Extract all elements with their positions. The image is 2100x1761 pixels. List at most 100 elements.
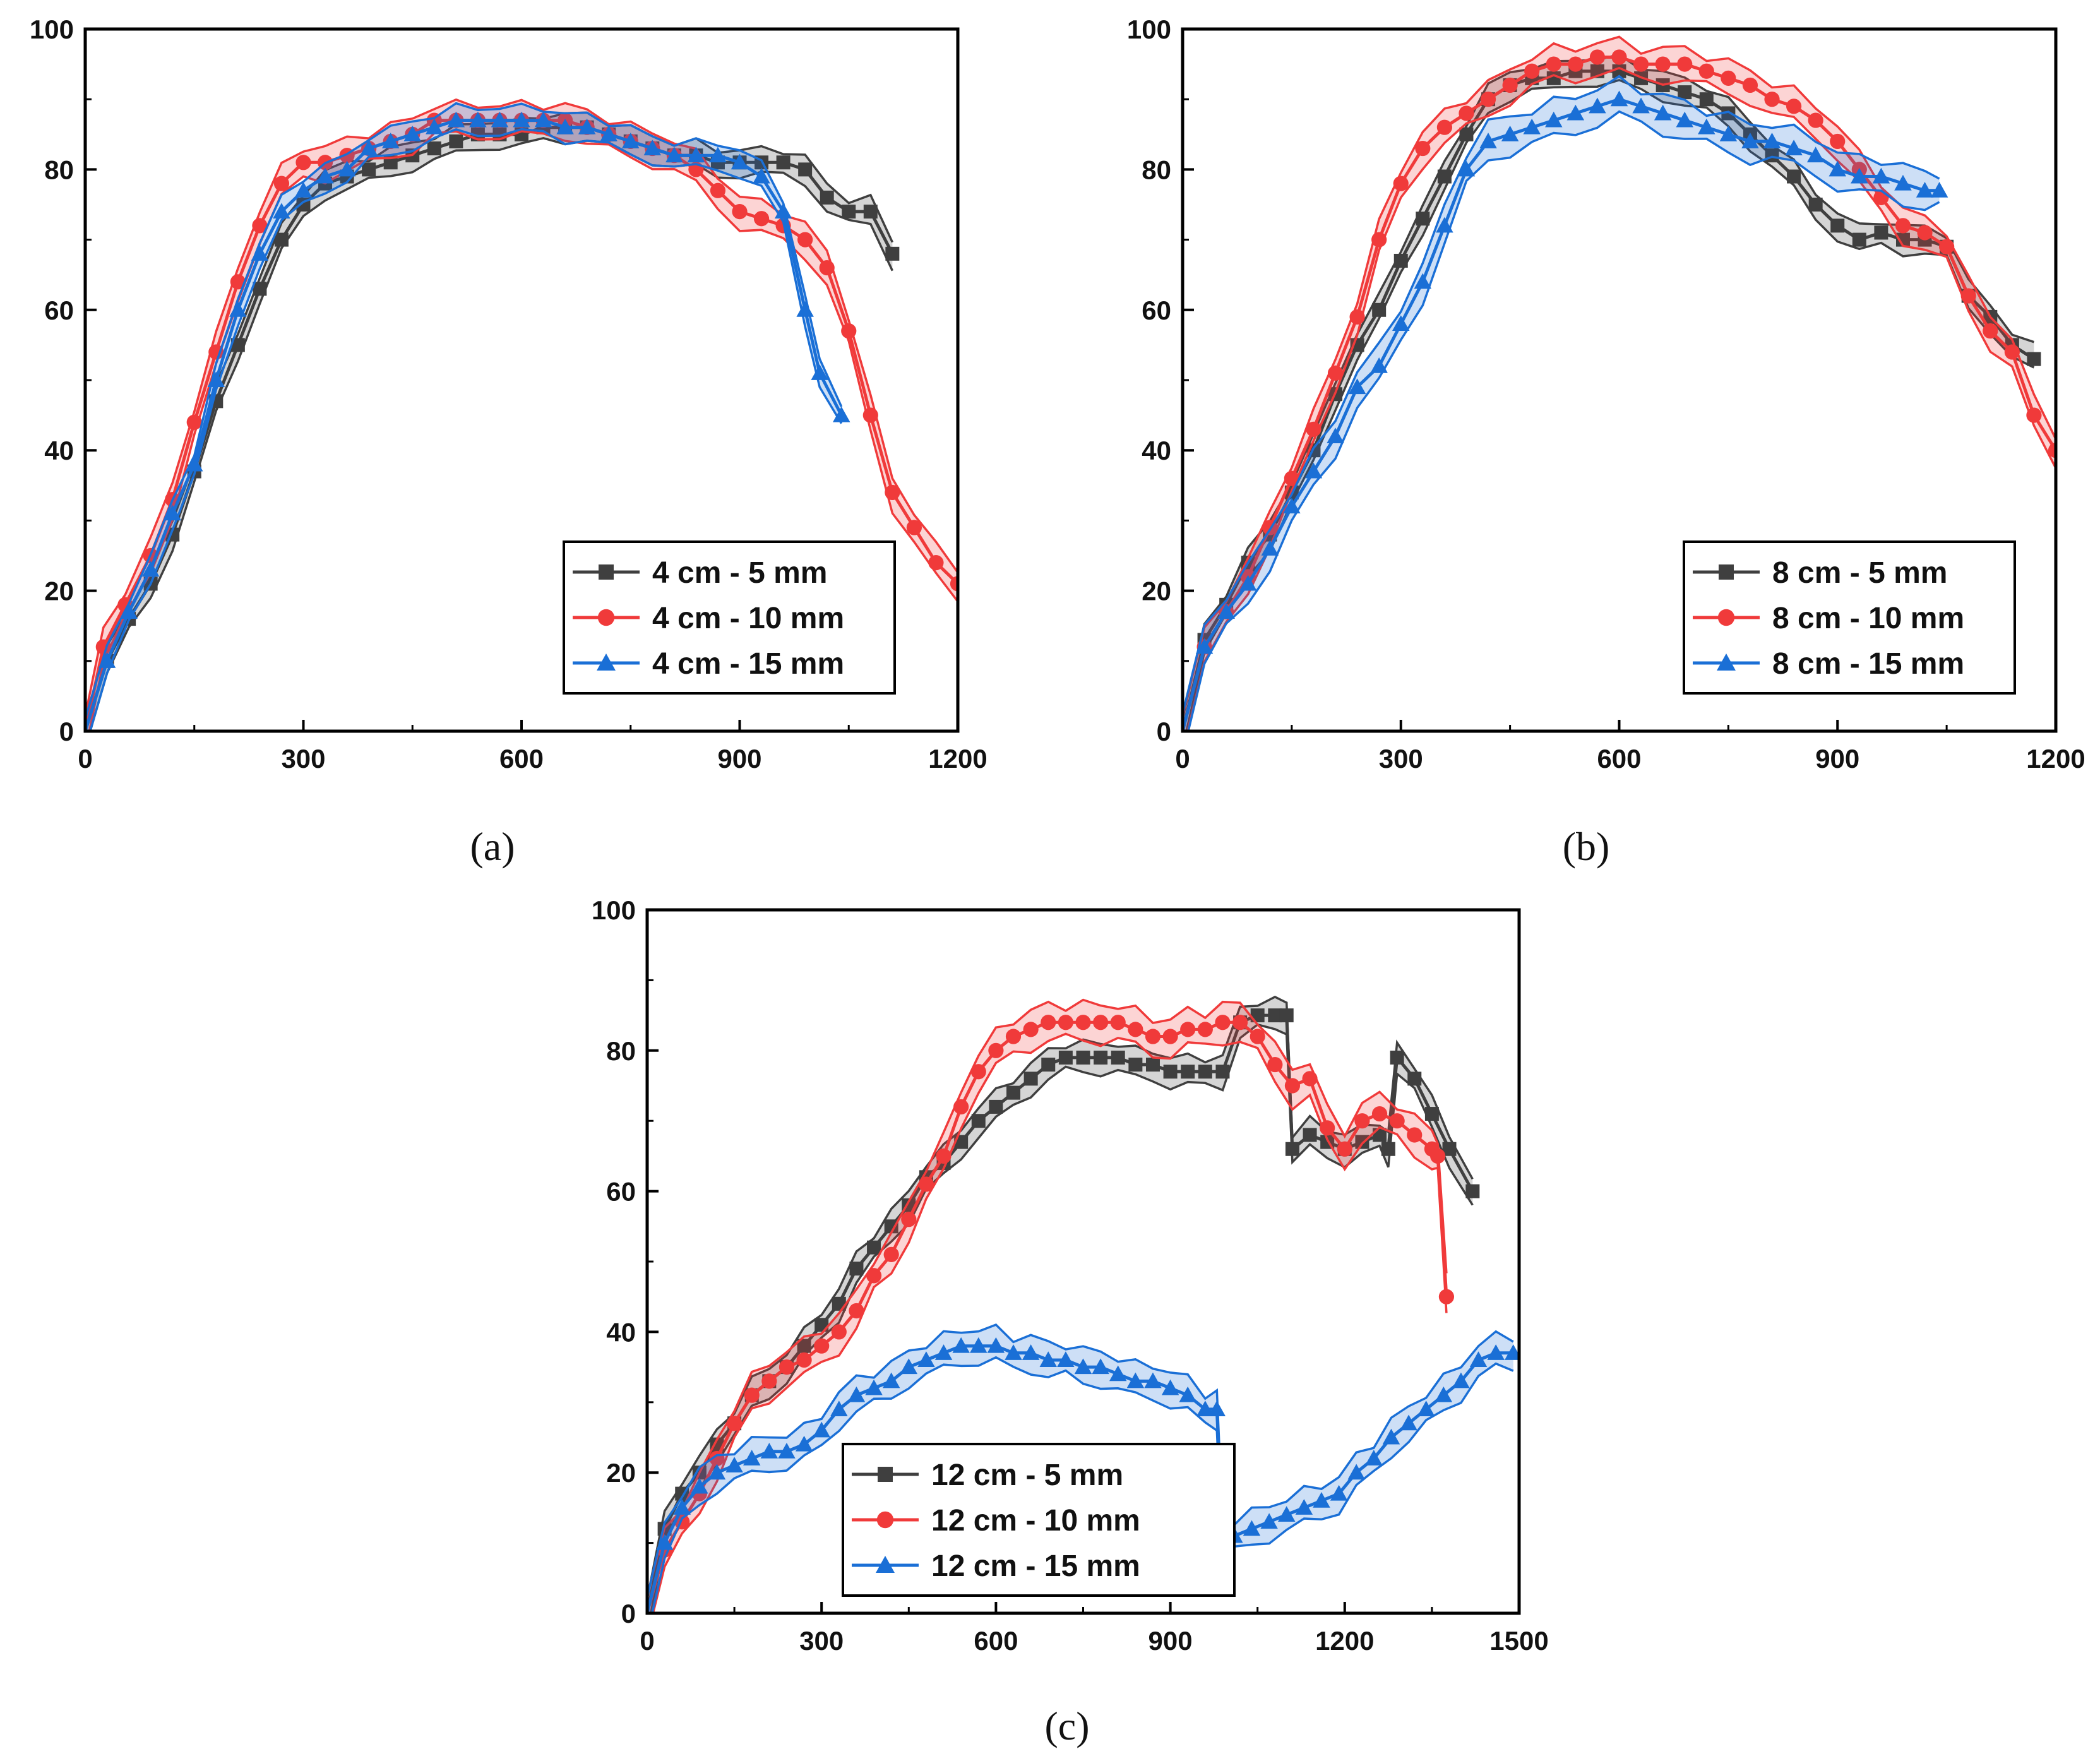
y-tick-label: 20 [1142, 576, 1171, 606]
legend-box [563, 540, 896, 695]
data-point [971, 1114, 986, 1128]
data-point [1126, 1372, 1145, 1388]
data-point [776, 155, 790, 170]
legend-label: 12 cm - 10 mm [931, 1504, 1140, 1537]
data-point [1371, 1106, 1388, 1122]
data-point [1416, 212, 1430, 226]
series-band [647, 1325, 1513, 1613]
data-point [1076, 1050, 1090, 1065]
data-point [1930, 182, 1948, 198]
data-point [1786, 98, 1802, 114]
data-point [1128, 1058, 1143, 1072]
data-point [1382, 1428, 1400, 1445]
data-point [1128, 1022, 1143, 1037]
data-point [1337, 1141, 1352, 1157]
legend: 12 cm - 5 mm 12 cm - 10 mm 12 cm - 15 mm [842, 1443, 1236, 1597]
data-point [1430, 1148, 1446, 1164]
series-upper-line [647, 1323, 1514, 1597]
data-point [1180, 1022, 1196, 1037]
x-tick-label: 0 [640, 1626, 654, 1656]
data-point [1320, 1120, 1335, 1136]
data-point [1983, 323, 1998, 339]
data-point [2048, 443, 2056, 458]
data-point [1093, 1015, 1109, 1030]
data-point [1279, 1008, 1294, 1023]
data-point [1039, 1351, 1058, 1367]
data-point [1917, 225, 1933, 241]
data-point [1260, 1513, 1278, 1529]
data-point [338, 160, 356, 177]
data-point [186, 414, 202, 430]
data-point [1939, 239, 1955, 254]
data-point [795, 1435, 813, 1452]
data-point [1372, 302, 1387, 317]
data-point [761, 1373, 777, 1389]
data-point [1041, 1058, 1056, 1072]
data-point [1389, 1113, 1405, 1129]
data-point [1407, 1072, 1422, 1086]
data-point [952, 1337, 970, 1353]
data-point [1198, 1065, 1212, 1079]
legend-marker [597, 654, 616, 671]
data-point [1284, 470, 1299, 486]
data-point [491, 111, 509, 128]
data-point [1023, 1072, 1038, 1086]
series-lower-line [651, 1356, 1514, 1613]
data-point [1698, 118, 1715, 134]
axes-frame [1181, 27, 2058, 733]
data-point [1459, 105, 1474, 121]
data-point [1436, 217, 1453, 233]
data-point [1545, 111, 1563, 128]
data-point [1393, 176, 1409, 191]
y-tick-label: 60 [44, 295, 74, 325]
data-point [1438, 1289, 1455, 1304]
data-point [1895, 232, 1910, 247]
data-point [1303, 1128, 1317, 1142]
legend-marker [599, 564, 614, 580]
data-point [1415, 140, 1431, 157]
data-point [1232, 1015, 1248, 1030]
panel-caption: (c) [1044, 1704, 1089, 1748]
data-point [1632, 97, 1650, 114]
data-point [252, 218, 268, 234]
y-tick-label: 20 [606, 1458, 636, 1488]
data-point [556, 118, 574, 134]
data-point [1284, 1078, 1301, 1094]
data-point [164, 504, 181, 521]
data-point [1349, 309, 1365, 325]
data-point [251, 245, 269, 261]
data-point [513, 111, 530, 128]
data-point [1633, 56, 1649, 72]
series-3 [1183, 75, 1948, 731]
data-point [1407, 1127, 1423, 1143]
data-point [813, 1421, 830, 1438]
x-tick-label: 1500 [1489, 1626, 1548, 1656]
data-point [1894, 174, 1912, 191]
data-point [1916, 182, 1934, 198]
y-tick-label: 60 [606, 1177, 636, 1207]
data-point [1612, 64, 1626, 78]
data-point [1196, 1400, 1214, 1416]
data-point [1057, 1351, 1075, 1367]
data-point [1041, 1015, 1056, 1030]
legend-label: 4 cm - 10 mm [652, 602, 844, 635]
data-point [725, 1457, 743, 1473]
data-point [643, 140, 662, 156]
data-point [1806, 146, 1825, 163]
legend-label: 8 cm - 10 mm [1772, 602, 1964, 635]
legend-label: 4 cm - 5 mm [652, 556, 827, 590]
x-tick-label: 1200 [2026, 744, 2085, 773]
x-tick-label: 600 [974, 1626, 1018, 1656]
data-point [1721, 70, 1736, 86]
legend-label: 4 cm - 15 mm [652, 647, 844, 681]
data-point [1390, 1050, 1404, 1065]
data-point [1436, 119, 1452, 135]
data-point [1787, 169, 1801, 184]
legend-label: 12 cm - 5 mm [931, 1459, 1123, 1492]
data-point [1524, 63, 1540, 79]
data-point [710, 182, 726, 198]
y-tick-label: 100 [1127, 15, 1171, 44]
data-point [928, 555, 944, 571]
data-point [1111, 1050, 1125, 1065]
data-point [295, 155, 311, 170]
